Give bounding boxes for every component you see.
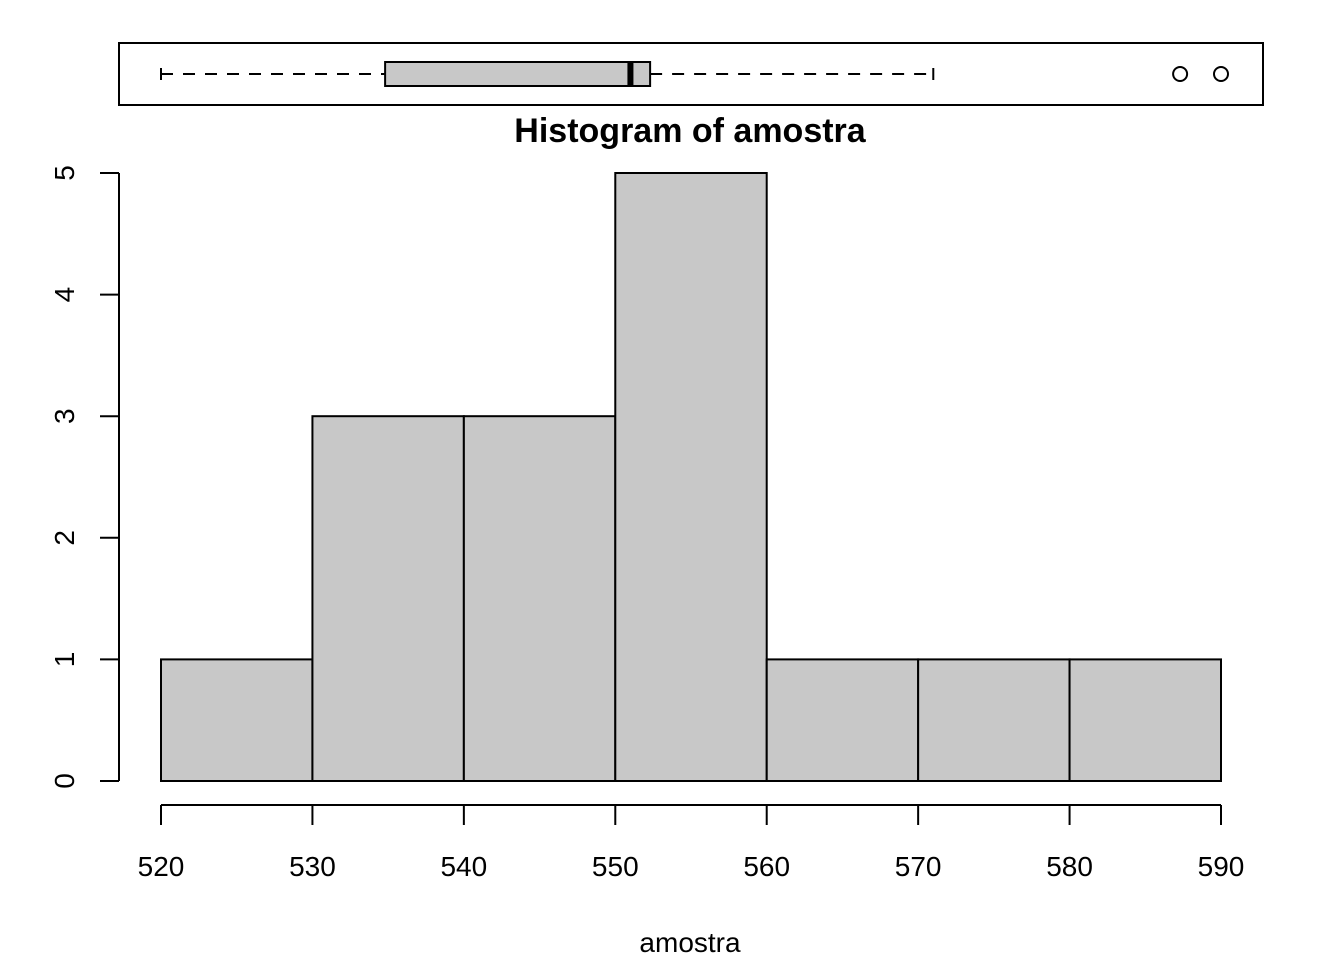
y-axis: 0 1 2 3 4 5 — [49, 165, 120, 789]
chart-title: Histogram of amostra — [514, 112, 866, 150]
y-tick-label: 1 — [49, 652, 80, 668]
x-tick-label: 590 — [1198, 851, 1245, 882]
histogram-bar — [160, 658, 314, 783]
x-tick-label: 560 — [743, 851, 790, 882]
boxplot-marks — [160, 61, 1229, 87]
y-tick-label: 3 — [49, 408, 80, 424]
x-tick-label: 540 — [440, 851, 487, 882]
x-tick-label: 570 — [895, 851, 942, 882]
histogram-bar — [462, 415, 617, 782]
histogram-bar — [917, 658, 1071, 783]
x-tick-label: 580 — [1046, 851, 1093, 882]
histogram-bars — [160, 172, 1222, 783]
x-axis-label: amostra — [639, 927, 741, 958]
boxplot-outlier — [1213, 66, 1229, 82]
boxplot-panel — [118, 42, 1264, 106]
histogram-bar — [1068, 658, 1222, 783]
x-axis: 520 530 540 550 560 570 580 590 — [138, 804, 1245, 882]
y-tick-label: 0 — [49, 773, 80, 789]
histogram-bar — [311, 415, 465, 782]
boxplot-frame — [118, 42, 1264, 106]
x-tick-label: 550 — [592, 851, 639, 882]
y-tick-label: 2 — [49, 530, 80, 546]
boxplot-box — [384, 61, 652, 87]
histogram-bar — [614, 172, 768, 782]
boxplot-outlier — [1172, 66, 1189, 82]
y-tick-label: 4 — [49, 287, 80, 303]
x-tick-label: 520 — [138, 851, 185, 882]
x-tick-label: 530 — [289, 851, 336, 882]
y-tick-label: 5 — [49, 165, 80, 181]
histogram-bar — [765, 658, 920, 783]
